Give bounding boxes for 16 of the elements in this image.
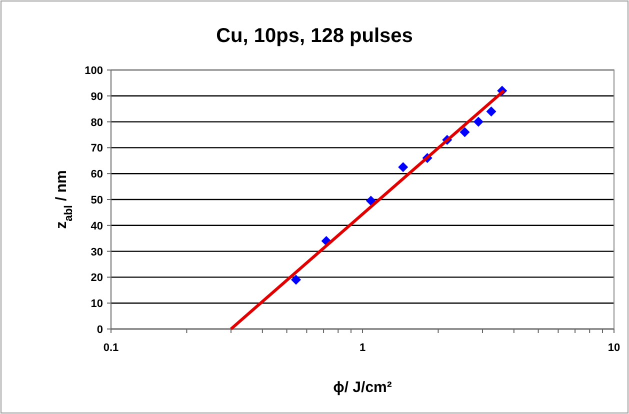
y-tick-label: 40 (90, 220, 103, 232)
x-tick-label: 1 (359, 342, 366, 354)
x-axis-title: ϕ/ J/cm² (333, 379, 392, 396)
y-tick-label: 50 (90, 194, 103, 206)
y-tick-label: 100 (84, 65, 103, 77)
y-tick-label: 20 (90, 272, 103, 284)
y-tick-label: 70 (90, 142, 103, 155)
y-tick-label: 30 (90, 246, 103, 258)
y-tick-label: 0 (96, 324, 103, 336)
y-tick-label: 80 (90, 116, 103, 129)
chart-title: Cu, 10ps, 128 pulses (216, 25, 413, 47)
x-tick-label: 10 (608, 342, 620, 354)
x-tick-label: 0.1 (103, 342, 119, 354)
y-tick-label: 90 (90, 90, 103, 103)
y-tick-label: 10 (90, 298, 103, 310)
y-tick-label: 60 (90, 168, 103, 181)
